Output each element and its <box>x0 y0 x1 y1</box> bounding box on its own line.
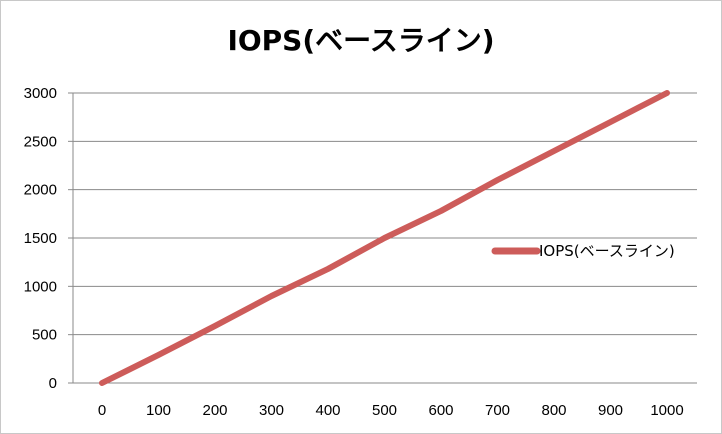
x-tick-label: 400 <box>315 402 340 419</box>
y-tick-label: 1500 <box>24 230 57 247</box>
y-tick-label: 500 <box>32 327 57 344</box>
x-tick-label: 100 <box>146 402 171 419</box>
y-tick-label: 0 <box>49 375 57 392</box>
axes <box>68 92 697 384</box>
x-tick-label: 300 <box>259 402 284 419</box>
x-tick-label: 900 <box>598 402 623 419</box>
gridlines <box>73 92 697 336</box>
x-axis-tick-labels: 0 100 200 300 400 500 600 700 800 900 1000 <box>98 402 684 419</box>
y-tick-label: 1000 <box>24 278 57 295</box>
x-tick-label: 0 <box>98 402 106 419</box>
x-tick-label: 1000 <box>650 402 683 419</box>
chart-title: IOPS(ベースライン) <box>227 24 495 57</box>
y-tick-label: 3000 <box>24 85 57 102</box>
y-axis-tick-labels: 0 500 1000 1500 2000 2500 3000 <box>24 85 57 392</box>
legend: IOPS(ベースライン) <box>491 242 675 260</box>
series-lines <box>99 90 670 386</box>
y-tick-label: 2500 <box>24 133 57 150</box>
x-tick-label: 600 <box>428 402 453 419</box>
legend-label: IOPS(ベースライン) <box>539 242 675 260</box>
x-tick-label: 200 <box>202 402 227 419</box>
x-tick-label: 700 <box>485 402 510 419</box>
x-tick-label: 500 <box>372 402 397 419</box>
series-line <box>99 90 670 386</box>
x-tick-label: 800 <box>541 402 566 419</box>
y-tick-label: 2000 <box>24 182 57 199</box>
